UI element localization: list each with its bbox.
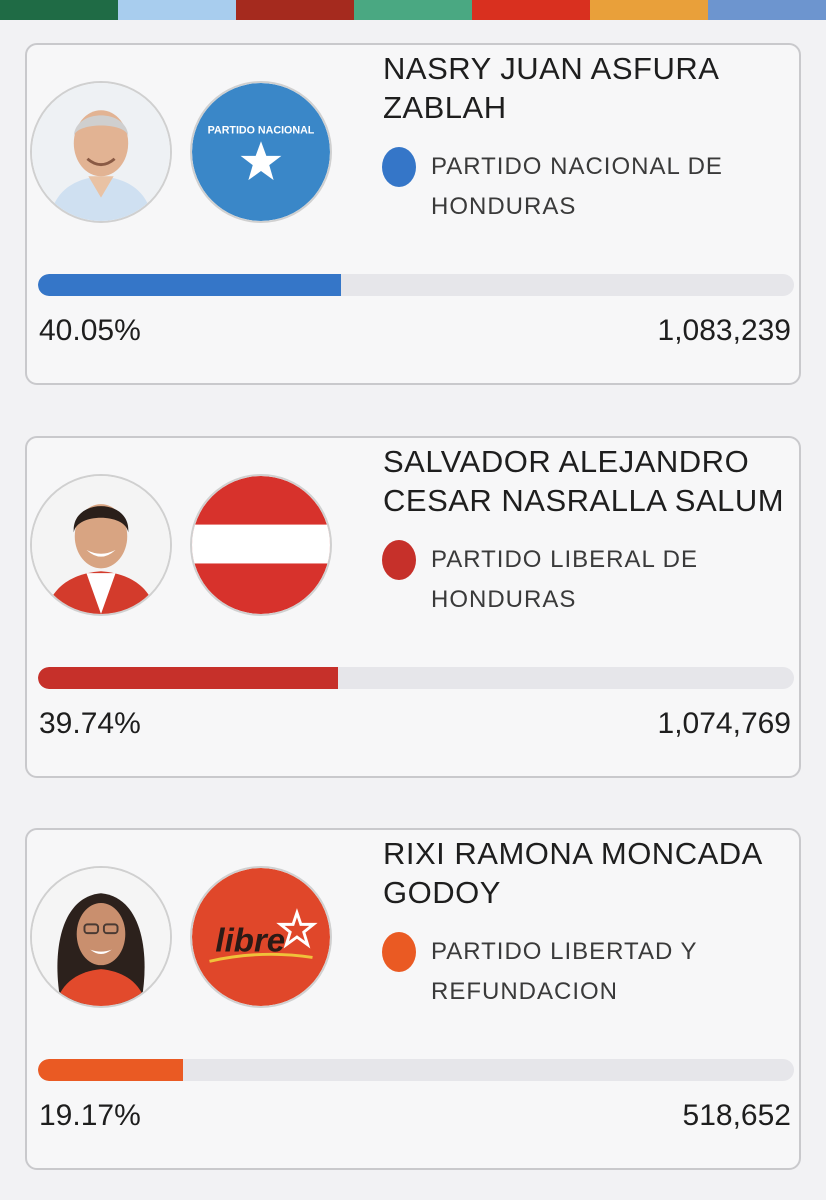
color-segment [118,0,236,20]
candidate-name: SALVADOR ALEJANDRO CESAR NASRALLA SALUM [383,444,785,518]
vote-count: 1,074,769 [657,707,791,740]
candidate-name: RIXI RAMONA MONCADA GODOY [383,836,762,910]
vote-progress-fill [38,1059,183,1081]
candidate-photo [30,474,172,616]
vote-progress-fill [38,667,339,689]
party-logo-text: PARTIDO NACIONAL [208,125,315,137]
party-color-dot [382,147,416,187]
vote-percentage: 40.05% [39,314,141,347]
party-color-dot [382,932,416,972]
color-segment [590,0,708,20]
color-segment [236,0,354,20]
vote-progress-fill [38,274,341,296]
party-logo: PARTIDO NACIONAL [190,81,332,223]
party-name: PARTIDO LIBERAL DE HONDURAS [431,546,698,613]
color-segment [354,0,472,20]
vote-count: 518,652 [682,1099,791,1132]
color-segment [472,0,590,20]
vote-count: 1,083,239 [657,314,791,347]
party-name: PARTIDO NACIONAL DE HONDURAS [431,153,723,220]
candidate-photo [30,81,172,223]
vote-percentage: 39.74% [39,707,141,740]
vote-progress-bar [38,667,794,689]
party-name: PARTIDO LIBERTAD Y REFUNDACION [431,938,698,1005]
candidate-photo [30,866,172,1008]
candidate-card[interactable]: SALVADOR ALEJANDRO CESAR NASRALLA SALUM … [25,436,801,778]
color-segment [0,0,118,20]
vote-percentage: 19.17% [39,1099,141,1132]
candidate-card[interactable]: libre RIXI RAMONA MONCADA GODOY PARTIDO … [25,828,801,1170]
color-segment [708,0,826,20]
top-color-bar [0,0,826,20]
vote-progress-bar [38,1059,794,1081]
candidate-name: NASRY JUAN ASFURA ZABLAH [383,51,718,125]
candidate-card[interactable]: PARTIDO NACIONAL NASRY JUAN ASFURA ZABLA… [25,43,801,385]
vote-progress-bar [38,274,794,296]
party-logo [190,474,332,616]
party-logo: libre [190,866,332,1008]
party-color-dot [382,540,416,580]
